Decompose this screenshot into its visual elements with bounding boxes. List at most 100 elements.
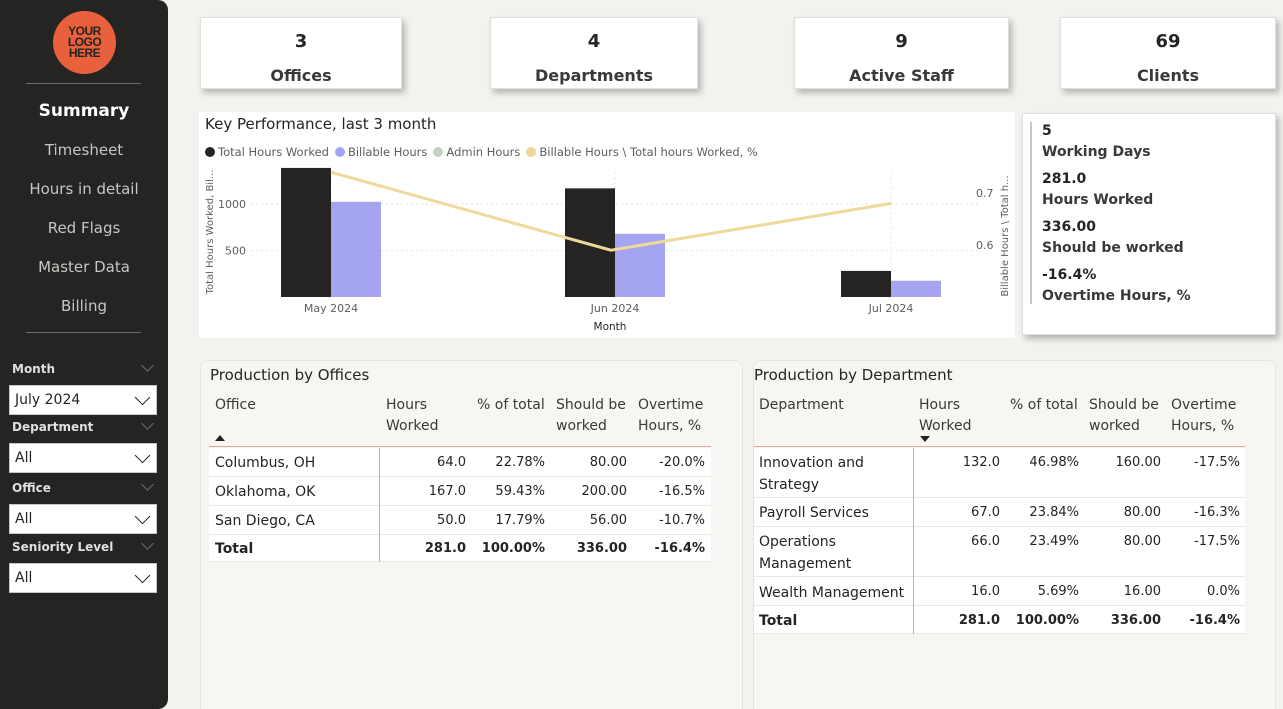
bar-billable-hours	[331, 201, 381, 297]
legend-item[interactable]: Admin Hours	[433, 145, 520, 159]
cell-overtime: -10.7%	[659, 513, 705, 528]
nav-hours-in-detail[interactable]: Hours in detail	[29, 180, 139, 198]
accent-bar	[1030, 122, 1032, 304]
y-axis-title: Total Hours Worked, Bil...	[205, 170, 216, 296]
chevron-down-icon[interactable]	[141, 478, 154, 491]
kpi-label: Clients	[1136, 66, 1200, 85]
divider	[26, 332, 141, 333]
cell-should: 200.00	[581, 484, 628, 499]
cell-pct: 23.84%	[1029, 505, 1079, 520]
col-header-overtime[interactable]: Overtime Hours, %	[638, 397, 704, 434]
cell-should: 336.00	[1110, 613, 1161, 628]
chevron-down-icon[interactable]	[134, 567, 151, 584]
col-header-hours[interactable]: Hours Worked	[386, 397, 439, 434]
bar-total-hours	[281, 167, 331, 297]
sidebar: YOUR LOGO HERE Summary Timesheet Hours i…	[0, 0, 168, 709]
chevron-down-icon[interactable]	[134, 389, 151, 406]
filter-label-office: Office	[12, 481, 51, 495]
nav-billing[interactable]: Billing	[61, 297, 107, 315]
nav-red-flags[interactable]: Red Flags	[47, 219, 121, 237]
chevron-down-icon[interactable]	[134, 508, 151, 525]
office-select[interactable]: All	[9, 504, 157, 534]
col-header-should[interactable]: Should be worked	[1089, 397, 1159, 434]
bar-billable-hours	[891, 280, 941, 297]
table-row[interactable]: Columbus, OH 64.0 22.78% 80.00 -20.0%	[209, 448, 711, 477]
col-header-hours[interactable]: Hours Worked	[919, 397, 972, 434]
department-select-value: All	[15, 450, 33, 466]
cell-should: 80.00	[1123, 534, 1161, 549]
cell-hours: 64.0	[437, 455, 466, 470]
stat-label: Working Days	[1042, 144, 1151, 160]
col-header-overtime[interactable]: Overtime Hours, %	[1171, 397, 1237, 434]
col-header-should[interactable]: Should be worked	[556, 397, 626, 434]
table-total-row: Total 281.0 100.00% 336.00 -16.4%	[209, 535, 711, 562]
legend-label: Admin Hours	[446, 145, 521, 159]
stat-overtime: -16.4% Overtime Hours, %	[1042, 265, 1191, 307]
table-row[interactable]: San Diego, CA 50.0 17.79% 56.00 -10.7%	[209, 506, 711, 535]
key-performance-chart: Key Performance, last 3 month Total Hour…	[199, 112, 1015, 338]
nav-summary[interactable]: Summary	[38, 101, 130, 121]
nav-master-data[interactable]: Master Data	[38, 258, 130, 276]
offices-panel: Production by Offices Office Hours Worke…	[200, 360, 743, 709]
chart-legend: Total Hours Worked Billable Hours Admin …	[205, 145, 758, 159]
table-row[interactable]: Operations Management 66.0 23.49% 80.00 …	[754, 527, 1245, 577]
chevron-down-icon[interactable]	[141, 417, 154, 430]
table-row[interactable]: Oklahoma, OK 167.0 59.43% 200.00 -16.5%	[209, 477, 711, 506]
cell-hours: 132.0	[962, 455, 1000, 470]
stat-label: Overtime Hours, %	[1042, 288, 1191, 304]
kpi-label: Offices	[270, 66, 332, 85]
chevron-down-icon[interactable]	[134, 447, 151, 464]
kpi-value: 9	[895, 31, 908, 52]
cell-pct: 23.49%	[1029, 534, 1079, 549]
stat-working-days: 5 Working Days	[1042, 121, 1151, 163]
table-row[interactable]: Payroll Services 67.0 23.84% 80.00 -16.3…	[754, 498, 1245, 527]
stat-value: 336.00	[1042, 219, 1097, 235]
sort-desc-icon[interactable]	[920, 436, 930, 442]
kpi-label: Departments	[534, 66, 653, 85]
x-tick-label: Jul 2024	[868, 302, 914, 315]
col-header-office[interactable]: Office	[215, 397, 256, 413]
department-select[interactable]: All	[9, 443, 157, 473]
cell-department: Wealth Management	[759, 585, 905, 601]
legend-dot	[334, 147, 345, 157]
department-panel: Production by Department Department Hour…	[753, 360, 1276, 709]
cell-should: 336.00	[576, 541, 627, 556]
legend-dot	[433, 147, 444, 157]
cell-pct: 17.79%	[495, 513, 545, 528]
header-divider	[754, 446, 1245, 447]
legend-item[interactable]: Total Hours Worked	[205, 145, 329, 159]
seniority-select[interactable]: All	[9, 563, 157, 593]
col-header-pct[interactable]: % of total	[1010, 397, 1078, 413]
kpi-value: 4	[587, 31, 601, 52]
cell-office: Total	[215, 541, 254, 557]
col-header-department[interactable]: Department	[759, 397, 844, 413]
month-select[interactable]: July 2024	[9, 385, 157, 415]
cell-overtime: -17.5%	[1194, 534, 1240, 549]
legend-label: Billable Hours	[347, 145, 428, 159]
nav-timesheet[interactable]: Timesheet	[44, 141, 124, 159]
bar-total-hours	[841, 270, 891, 297]
cell-should: 80.00	[1123, 505, 1161, 520]
cell-should: 16.00	[1123, 584, 1161, 599]
legend-item[interactable]: Billable Hours \ Total hours Worked, %	[526, 145, 758, 159]
cell-should: 160.00	[1115, 455, 1162, 470]
cell-department: Innovation and Strategy	[759, 455, 864, 493]
filter-label-month: Month	[12, 362, 56, 376]
cell-hours: 281.0	[958, 613, 1000, 628]
legend-dot	[205, 147, 215, 157]
kpi-value: 69	[1155, 31, 1181, 52]
stat-label: Should be worked	[1042, 240, 1184, 256]
table-total-row: Total 281.0 100.00% 336.00 -16.4%	[754, 606, 1245, 634]
sort-asc-icon[interactable]	[215, 435, 225, 441]
y2-axis-title: Billable Hours \ Total h...	[1000, 175, 1011, 296]
cell-pct: 100.00%	[481, 541, 545, 556]
cell-hours: 281.0	[424, 541, 466, 556]
legend-item[interactable]: Billable Hours	[334, 145, 428, 159]
col-header-pct[interactable]: % of total	[477, 397, 545, 413]
chevron-down-icon[interactable]	[141, 359, 154, 372]
table-row[interactable]: Innovation and Strategy 132.0 46.98% 160…	[754, 448, 1245, 498]
table-row[interactable]: Wealth Management 16.0 5.69% 16.00 0.0%	[754, 577, 1245, 606]
chevron-down-icon[interactable]	[141, 537, 154, 550]
office-select-value: All	[15, 511, 33, 527]
divider	[26, 83, 141, 84]
